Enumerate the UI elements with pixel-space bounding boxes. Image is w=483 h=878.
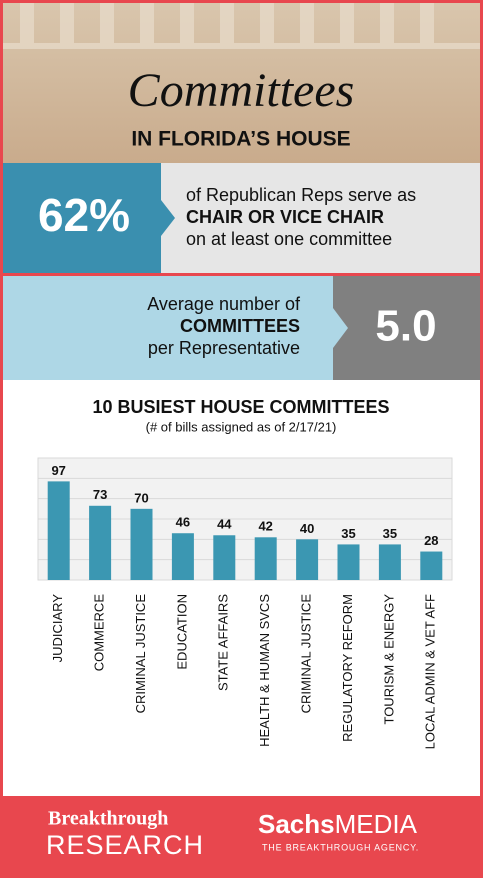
value-label: 44 xyxy=(217,517,232,532)
header-title: Committees xyxy=(128,64,355,117)
stat-value: 62% xyxy=(38,189,130,241)
header-subtitle: IN FLORIDA’S HOUSE xyxy=(131,128,350,151)
stat-box xyxy=(333,276,480,380)
x-tick-label: JUDICIARY xyxy=(50,594,65,663)
x-tick-label: HEALTH & HUMAN SVCS xyxy=(257,594,272,747)
stat-text: COMMITTEES xyxy=(180,316,300,336)
footer-tagline: THE BREAKTHROUGH AGENCY. xyxy=(262,842,419,852)
stat-text-box xyxy=(161,163,480,273)
x-tick-label: REGULATORY REFORM xyxy=(340,594,355,742)
value-label: 97 xyxy=(51,463,65,478)
bar xyxy=(378,544,401,580)
value-label: 46 xyxy=(176,515,190,530)
bar xyxy=(420,551,443,580)
chart-subtitle: (# of bills assigned as of 2/17/21) xyxy=(146,419,337,434)
chart-title: 10 BUSIEST HOUSE COMMITTEES xyxy=(92,397,389,417)
value-label: 70 xyxy=(134,490,148,505)
bar xyxy=(254,537,277,580)
x-tick-label: TOURISM & ENERGY xyxy=(381,594,396,725)
stat-text: per Representative xyxy=(148,338,300,358)
pointer xyxy=(333,308,348,348)
pointer xyxy=(161,200,175,236)
bar xyxy=(171,533,194,580)
value-label: 28 xyxy=(424,533,438,548)
header-bg xyxy=(3,3,480,163)
bar xyxy=(337,544,360,580)
value-label: 42 xyxy=(258,519,272,534)
stat-text: Average number of xyxy=(147,294,301,314)
stat-text: CHAIR OR VICE CHAIR xyxy=(186,207,384,227)
bar xyxy=(130,508,153,580)
x-tick-label: STATE AFFAIRS xyxy=(216,594,231,691)
x-tick-label: EDUCATION xyxy=(174,594,189,670)
stat-box xyxy=(3,163,161,273)
footer-logo: Breakthrough xyxy=(48,808,168,830)
bar xyxy=(213,535,236,580)
bar xyxy=(47,481,70,580)
bar xyxy=(296,539,319,580)
plot: 97 JUDICIARY 73 COMMERCE 70 CRIMINAL JUSTICE 4… xyxy=(38,457,452,749)
bar xyxy=(89,505,112,580)
value-label: 40 xyxy=(300,521,314,536)
x-tick-label: CRIMINAL JUSTICE xyxy=(299,594,314,714)
value-label: 73 xyxy=(93,487,107,502)
logo-part: MEDIA xyxy=(335,809,418,839)
stat-text: on at least one committee xyxy=(186,229,392,249)
columns xyxy=(3,3,480,49)
stat-text-box xyxy=(3,276,333,380)
footer-logo: SachsMEDIA xyxy=(258,809,418,839)
x-tick-label: LOCAL ADMIN & VET AFF xyxy=(423,594,438,749)
stat-text: of Republican Reps serve as xyxy=(186,185,416,205)
stat-value: 5.0 xyxy=(375,302,436,351)
footer-logo: RESEARCH xyxy=(46,830,204,860)
x-tick-label: COMMERCE xyxy=(92,594,107,672)
value-label: 35 xyxy=(341,526,355,541)
chart-bg xyxy=(3,380,480,796)
value-label: 35 xyxy=(383,526,397,541)
logo-part: Sachs xyxy=(258,809,335,839)
x-tick-label: CRIMINAL JUSTICE xyxy=(133,594,148,714)
